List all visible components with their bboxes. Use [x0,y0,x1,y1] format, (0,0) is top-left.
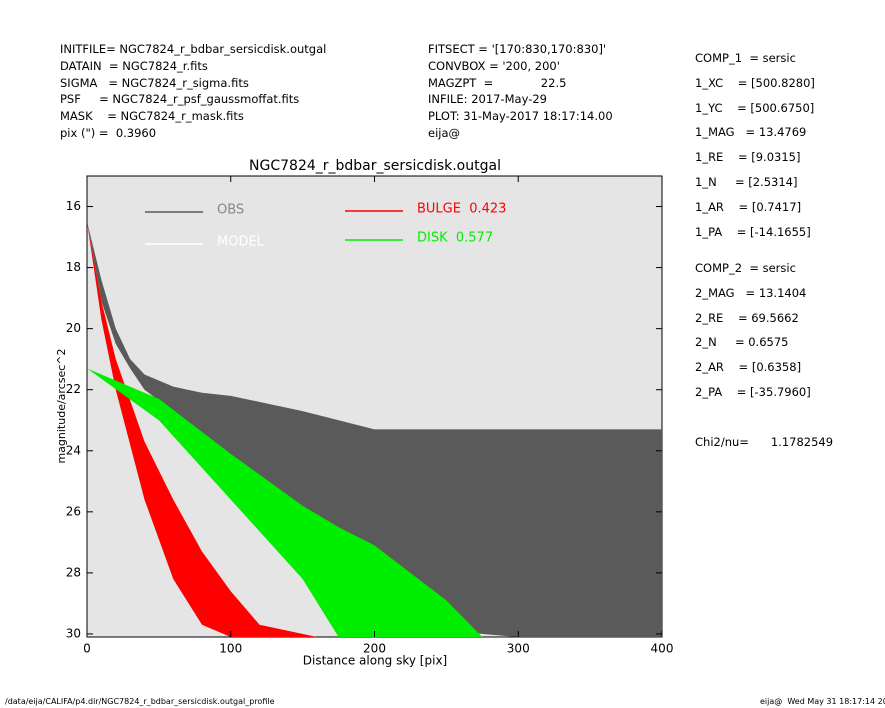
y-tick-label: 22 [66,382,81,396]
x-axis-label: Distance along sky [pix] [303,654,447,668]
x-tick-label: 400 [651,642,674,656]
header-line: 1_RE = [9.0315] [695,150,801,165]
y-tick-label: 30 [66,626,81,640]
header-line: 1_MAG = 13.4769 [695,125,807,140]
chart-title: NGC7824_r_bdbar_sersicdisk.outgal [249,158,501,174]
header-line: 1_PA = [-14.1655] [695,224,811,239]
y-tick-label: 26 [66,504,81,518]
header-line: INITFILE= NGC7824_r_bdbar_sersicdisk.out… [60,42,327,56]
header-line: pix (") = 0.3960 [60,126,157,140]
header-line: PLOT: 31-May-2017 18:17:14.00 [428,109,613,124]
header-line: 1_XC = [500.8280] [695,75,815,90]
header-line: 2_MAG = 13.1404 [695,285,807,300]
header-line: COMP_1 = sersic [695,51,796,65]
header-line: 1_YC = [500.6750] [695,100,815,115]
y-tick-label: 24 [66,443,81,457]
y-axis-label: magnitude/arcsec^2 [55,348,68,463]
x-tick-label: 100 [219,642,242,656]
legend-label: MODEL [217,235,265,250]
y-tick-label: 28 [66,565,81,579]
header-line: MASK = NGC7824_r_mask.fits [60,109,244,124]
header-line: FITSECT = '[170:830,170:830]' [428,42,607,56]
header-line: 2_N = 0.6575 [695,335,789,350]
footer-right: eija@ Wed May 31 18:17:14 2017 [760,697,885,706]
header-line: COMP_2 = sersic [695,261,796,275]
data-band [87,368,483,637]
header-line: 1_N = [2.5314] [695,175,798,189]
header-line: MAGZPT = 22.5 [428,75,567,90]
y-tick-label: 20 [66,321,81,335]
header-line: eija@ [428,126,461,140]
chart: NGC7824_r_bdbar_sersicdisk.outgal Distan… [55,158,674,668]
header-line: INFILE: 2017-May-29 [428,92,547,107]
header-line: 2_RE = 69.5662 [695,310,799,325]
data-band [87,221,662,637]
x-tick-label: 300 [507,642,530,656]
header-line: CONVBOX = '200, 200' [428,58,560,73]
y-tick-label: 16 [66,199,81,213]
legend-label: DISK 0.577 [417,231,493,246]
y-tick-label: 18 [66,260,81,274]
legend-label: BULGE 0.423 [417,202,506,217]
header-line: SIGMA = NGC7824_r_sigma.fits [60,75,249,90]
header-line: DATAIN = NGC7824_r.fits [60,58,208,73]
footer-left: /data/eija/CALIFA/p4.dir/NGC7824_r_bdbar… [5,697,275,706]
header-line: 2_AR = [0.6358] [695,360,802,375]
header-line: PSF = NGC7824_r_psf_gaussmoffat.fits [60,92,300,107]
header-line: 2_PA = [-35.7960] [695,385,811,399]
legend-label: OBS [217,203,244,218]
data-band [87,221,317,637]
x-tick-label: 0 [83,642,91,656]
x-tick-label: 200 [363,642,386,656]
chi2: Chi2/nu= 1.1782549 [695,435,834,449]
header-line: 1_AR = [0.7417] [695,199,802,214]
